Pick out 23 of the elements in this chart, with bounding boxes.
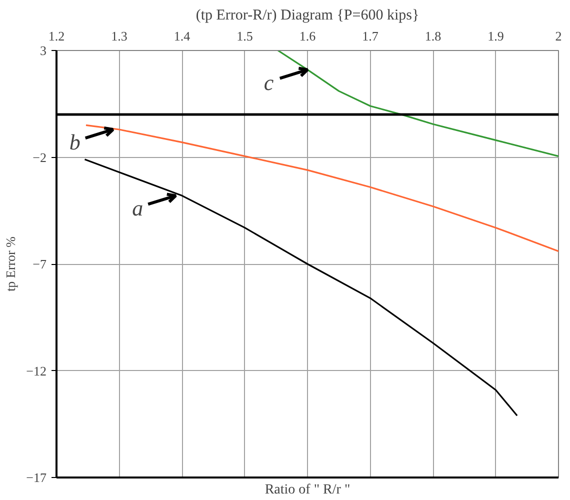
- line-series: [84, 158, 518, 416]
- annotation: c: [264, 70, 274, 95]
- y-tick-label: −2: [32, 150, 47, 165]
- x-tick-label: 1.7: [362, 28, 379, 44]
- line-series: [85, 124, 558, 252]
- x-axis-title: Ratio of " R/r ": [264, 482, 350, 498]
- x-tick-label: 1.5: [236, 28, 253, 44]
- x-tick-label: 1.8: [424, 28, 442, 44]
- chart-title: (tp Error-R/r) Diagram {P=600 kips}: [196, 8, 420, 24]
- annotation: a: [132, 196, 144, 221]
- y-tick-label: 3: [40, 43, 46, 58]
- x-tick-label: 2: [555, 28, 562, 44]
- x-tick-label: 1.9: [488, 28, 504, 44]
- y-axis-title: tp Error %: [3, 236, 18, 292]
- x-tick-label: 1.6: [299, 28, 316, 44]
- x-tick-label: 1.4: [174, 28, 191, 44]
- x-tick-label: 1.3: [111, 28, 128, 44]
- annotation: b: [69, 130, 80, 155]
- y-tick-label: −12: [26, 363, 47, 378]
- y-tick-label: −17: [26, 470, 47, 485]
- line-series: [277, 50, 558, 157]
- x-tick-label: 1.2: [48, 28, 65, 44]
- y-tick-label: −7: [32, 256, 47, 272]
